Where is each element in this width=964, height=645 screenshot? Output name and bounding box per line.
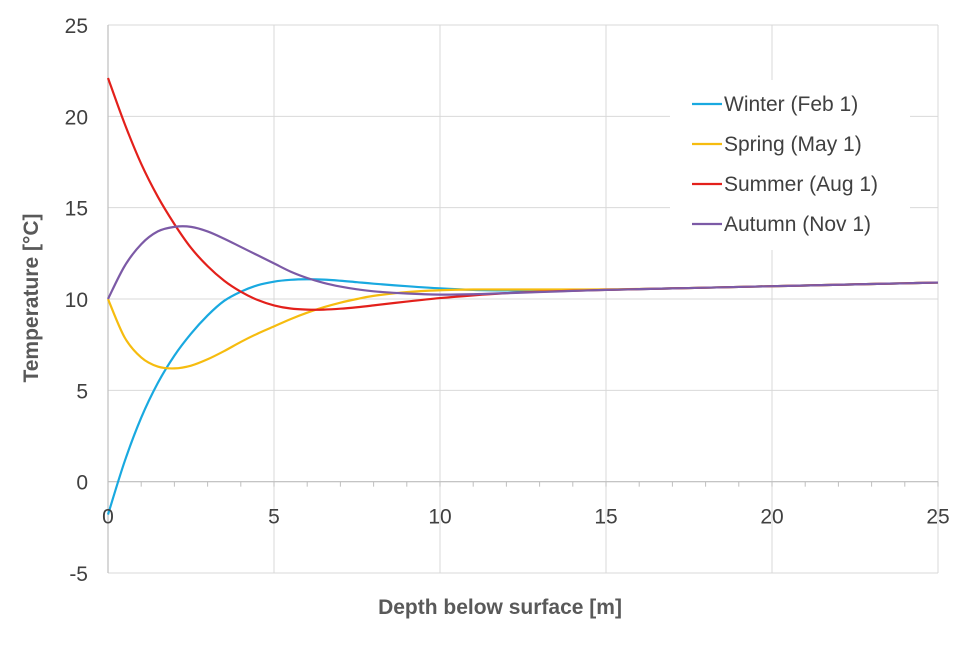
x-tick-label: 5: [268, 506, 280, 529]
y-tick-label: -5: [69, 563, 88, 586]
x-tick-label: 20: [760, 506, 783, 529]
y-tick-label: 0: [76, 472, 88, 495]
y-axis-label: Temperature [°C]: [20, 213, 43, 382]
x-tick-labels: 0 5 10 15 20 25: [102, 506, 950, 529]
legend-label: Summer (Aug 1): [724, 173, 878, 196]
y-tick-labels: -5 0 5 10 15 20 25: [65, 15, 88, 586]
legend: Winter (Feb 1) Spring (May 1) Summer (Aug …: [670, 80, 910, 250]
legend-label: Winter (Feb 1): [724, 93, 858, 116]
y-tick-label: 10: [65, 289, 88, 312]
legend-label: Autumn (Nov 1): [724, 213, 871, 236]
x-tick-label: 10: [428, 506, 451, 529]
y-tick-label: 20: [65, 106, 88, 129]
y-tick-label: 15: [65, 198, 88, 221]
series-line-4: [107, 225, 939, 300]
y-tick-label: 25: [65, 15, 88, 38]
x-tick-label: 25: [926, 506, 949, 529]
legend-label: Spring (May 1): [724, 133, 862, 156]
series-lines: [106, 77, 939, 515]
x-minor-ticks: [107, 481, 939, 487]
x-axis-label: Depth below surface [m]: [378, 596, 622, 619]
x-tick-label: 15: [594, 506, 617, 529]
y-tick-label: 5: [76, 380, 88, 403]
legend-background: [670, 80, 910, 250]
x-tick-label: 0: [102, 506, 114, 529]
